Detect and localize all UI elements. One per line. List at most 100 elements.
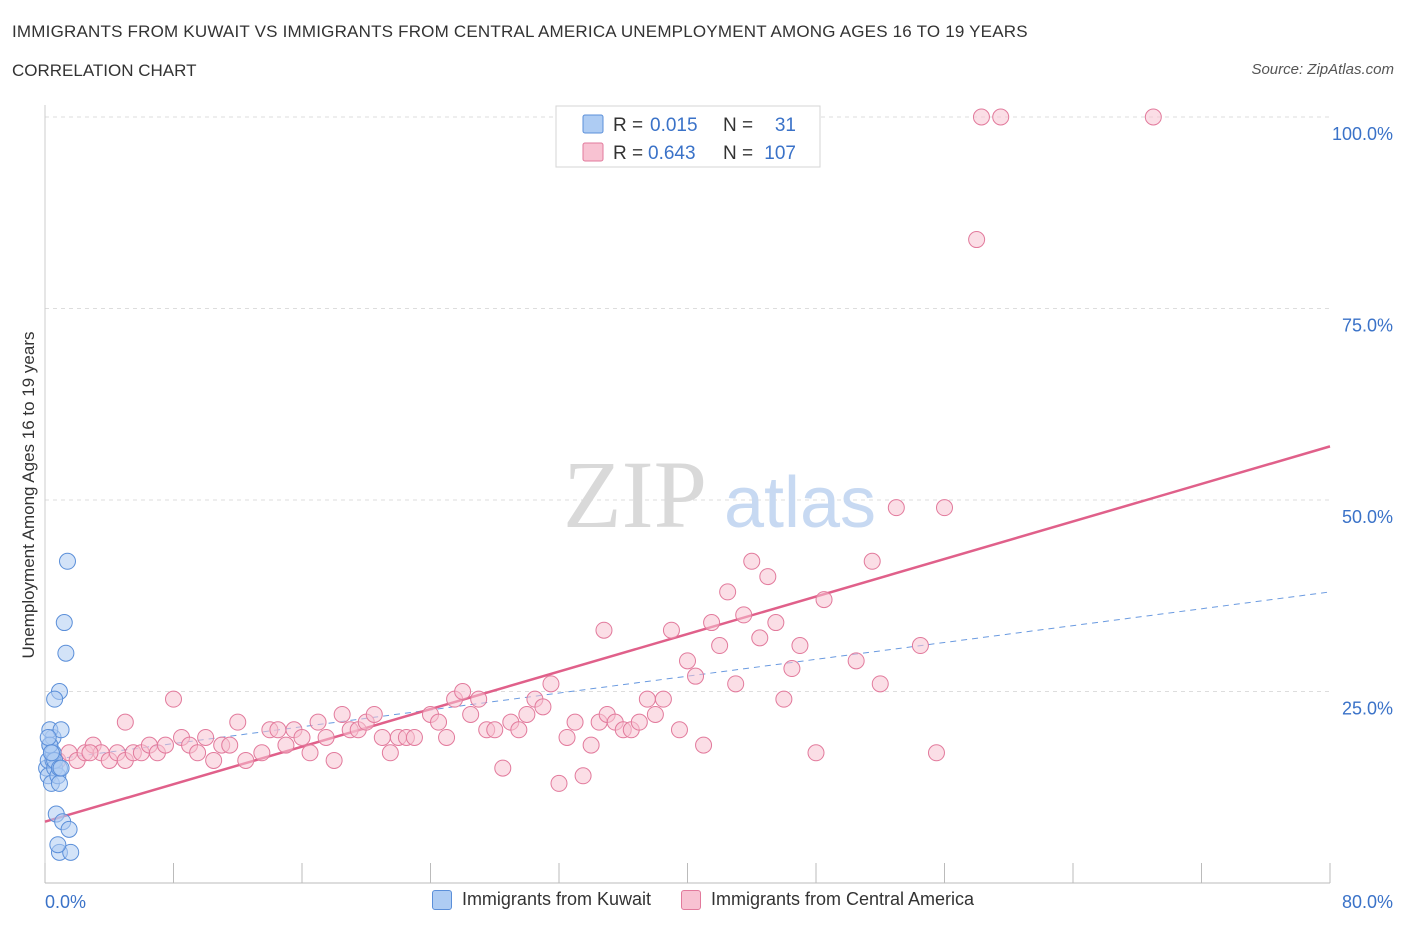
point-central xyxy=(791,637,809,655)
point-central xyxy=(269,721,287,739)
point-kuwait xyxy=(39,728,57,746)
point-central xyxy=(470,690,488,708)
point-kuwait xyxy=(62,843,80,861)
point-central xyxy=(510,721,528,739)
point-central xyxy=(566,713,584,731)
point-central xyxy=(630,713,648,731)
point-central xyxy=(405,728,423,746)
point-central xyxy=(687,667,705,685)
point-kuwait xyxy=(58,552,76,570)
point-central xyxy=(277,736,295,754)
legend-swatch-central xyxy=(680,889,701,910)
point-central xyxy=(197,728,215,746)
point-central xyxy=(574,767,592,785)
point-central xyxy=(743,552,761,570)
point-central xyxy=(325,751,343,769)
watermark-atlas: atlas xyxy=(724,463,876,543)
point-central xyxy=(968,231,986,249)
point-central xyxy=(518,705,536,723)
point-central xyxy=(454,683,472,700)
legend-label-central: Immigrants from Central America xyxy=(710,889,975,909)
point-central xyxy=(807,744,825,762)
stats-n-label-central: N = xyxy=(723,143,753,164)
point-kuwait xyxy=(50,774,68,792)
tick-labels: 25.0% 50.0% 75.0% 100.0% 0.0% 80.0% xyxy=(45,124,1393,912)
y-tick-label: 50.0% xyxy=(1342,507,1393,527)
point-central xyxy=(815,591,833,609)
source-attribution: Source: ZipAtlas.com xyxy=(1251,61,1394,78)
point-central xyxy=(373,728,391,746)
point-central xyxy=(309,713,327,731)
point-central xyxy=(430,713,448,731)
stats-r-value-kuwait: 0.015 xyxy=(650,115,698,136)
point-central xyxy=(317,728,335,746)
point-central xyxy=(992,108,1010,126)
stats-swatch-kuwait xyxy=(582,114,604,134)
point-central xyxy=(847,652,865,670)
point-central xyxy=(205,751,223,769)
point-central xyxy=(293,728,311,746)
x-tick-label-max: 80.0% xyxy=(1342,892,1393,912)
legend-item-central[interactable]: Immigrants from Central America xyxy=(680,889,975,910)
point-central xyxy=(486,721,504,739)
stats-n-value-central: 107 xyxy=(764,143,796,164)
point-central xyxy=(582,736,600,754)
point-central xyxy=(156,736,174,754)
point-central xyxy=(81,744,99,762)
point-central xyxy=(462,705,480,723)
point-central xyxy=(972,108,990,126)
point-kuwait xyxy=(55,614,73,632)
point-kuwait xyxy=(57,644,75,662)
point-central xyxy=(381,744,399,762)
stats-r-value-central: 0.643 xyxy=(648,143,696,164)
point-central xyxy=(550,774,568,792)
point-central xyxy=(494,759,512,777)
legend-item-kuwait[interactable]: Immigrants from Kuwait xyxy=(431,889,651,910)
chart-subtitle: CORRELATION CHART xyxy=(12,61,197,80)
x-tick-label-min: 0.0% xyxy=(45,892,86,912)
point-central xyxy=(695,736,713,754)
point-central xyxy=(783,660,801,678)
point-central xyxy=(165,690,182,708)
y-tick-label: 25.0% xyxy=(1342,699,1393,719)
point-central xyxy=(438,728,456,746)
y-tick-label: 100.0% xyxy=(1332,124,1393,144)
point-central xyxy=(654,690,672,708)
axes xyxy=(44,105,1331,884)
chart-title: IMMIGRANTS FROM KUWAIT VS IMMIGRANTS FRO… xyxy=(12,22,1028,41)
stats-n-label-kuwait: N = xyxy=(723,115,753,136)
watermark-zip: ZIP xyxy=(563,441,707,548)
point-central xyxy=(703,614,721,632)
point-central xyxy=(253,744,271,762)
point-central xyxy=(595,621,613,639)
point-central xyxy=(229,713,247,731)
point-central xyxy=(719,583,737,601)
point-kuwait xyxy=(46,690,64,708)
stats-r-label-kuwait: R = xyxy=(613,115,643,136)
point-central xyxy=(189,744,207,762)
point-central xyxy=(767,614,785,632)
point-kuwait xyxy=(52,759,70,777)
point-central xyxy=(887,499,905,517)
point-central xyxy=(333,705,351,723)
stats-r-label-central: R = xyxy=(613,143,643,164)
legend-label-kuwait: Immigrants from Kuwait xyxy=(461,889,651,909)
point-kuwait xyxy=(52,721,70,739)
point-central xyxy=(237,751,255,769)
data-points xyxy=(38,108,1162,861)
point-central xyxy=(646,705,664,723)
point-central xyxy=(638,690,656,708)
trend-line-kuwait xyxy=(44,591,1331,761)
point-central xyxy=(534,698,552,716)
point-central xyxy=(727,675,745,693)
y-axis-label: Unemployment Among Ages 16 to 19 years xyxy=(19,332,38,659)
point-central xyxy=(871,675,889,693)
point-central xyxy=(775,690,793,708)
point-central xyxy=(1144,108,1162,126)
point-central xyxy=(751,629,769,647)
point-central xyxy=(679,652,696,670)
point-central xyxy=(365,705,383,723)
stats-n-value-kuwait: 31 xyxy=(775,115,796,136)
stats-legend: R = 0.015 N = 31 R = 0.643 N = 107 xyxy=(555,105,821,168)
